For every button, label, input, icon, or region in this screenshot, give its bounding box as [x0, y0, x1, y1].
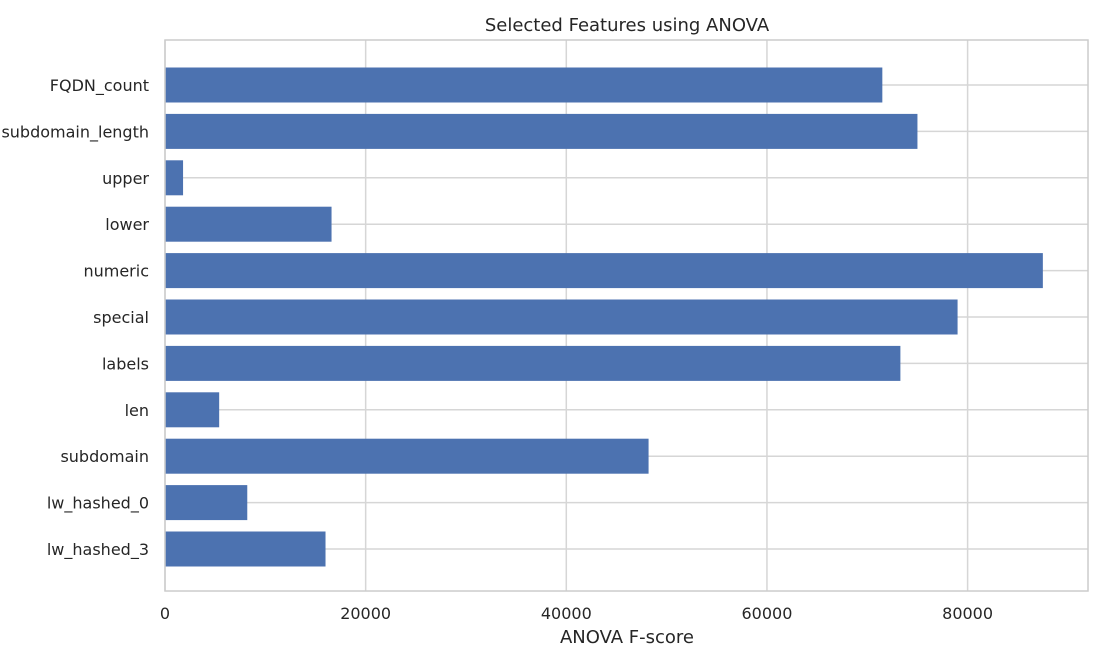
x-tick-label: 80000: [942, 604, 993, 623]
y-tick-label: subdomain: [60, 447, 149, 466]
x-axis-label: ANOVA F-score: [560, 627, 694, 648]
plot-frame: [164, 39, 1089, 592]
y-tick-label: FQDN_count: [50, 76, 149, 96]
y-tick-label: labels: [102, 354, 149, 373]
bars: [165, 67, 1043, 567]
y-tick-label: numeric: [83, 262, 149, 281]
x-tick-label: 0: [160, 604, 170, 623]
y-tick-label: len: [125, 401, 149, 420]
y-tick-label: upper: [102, 169, 149, 188]
x-tick-label: 60000: [742, 604, 793, 623]
bar-len: [165, 392, 220, 428]
x-tick-label: 40000: [541, 604, 592, 623]
bar-fqdn-count: [165, 67, 883, 103]
chart-title: Selected Features using ANOVA: [485, 15, 770, 36]
bar-subdomain-length: [165, 113, 918, 149]
y-tick-label: special: [93, 308, 149, 327]
y-tick-label: subdomain_length: [1, 122, 149, 142]
bar-labels: [165, 345, 901, 381]
bar-special: [165, 299, 958, 335]
bar-subdomain: [165, 438, 649, 474]
y-tick-label: lw_hashed_3: [47, 540, 149, 560]
x-tick-label: 20000: [340, 604, 391, 623]
y-tick-label: lw_hashed_0: [47, 494, 149, 514]
bar-lower: [165, 206, 332, 242]
y-tick-label: lower: [105, 215, 149, 234]
bar-numeric: [165, 253, 1043, 289]
x-tick-labels: 0 20000 40000 60000 80000: [160, 604, 993, 623]
bar-lw-hashed-0: [165, 485, 248, 521]
bar-lw-hashed-3: [165, 531, 326, 567]
bar-upper: [165, 160, 184, 196]
